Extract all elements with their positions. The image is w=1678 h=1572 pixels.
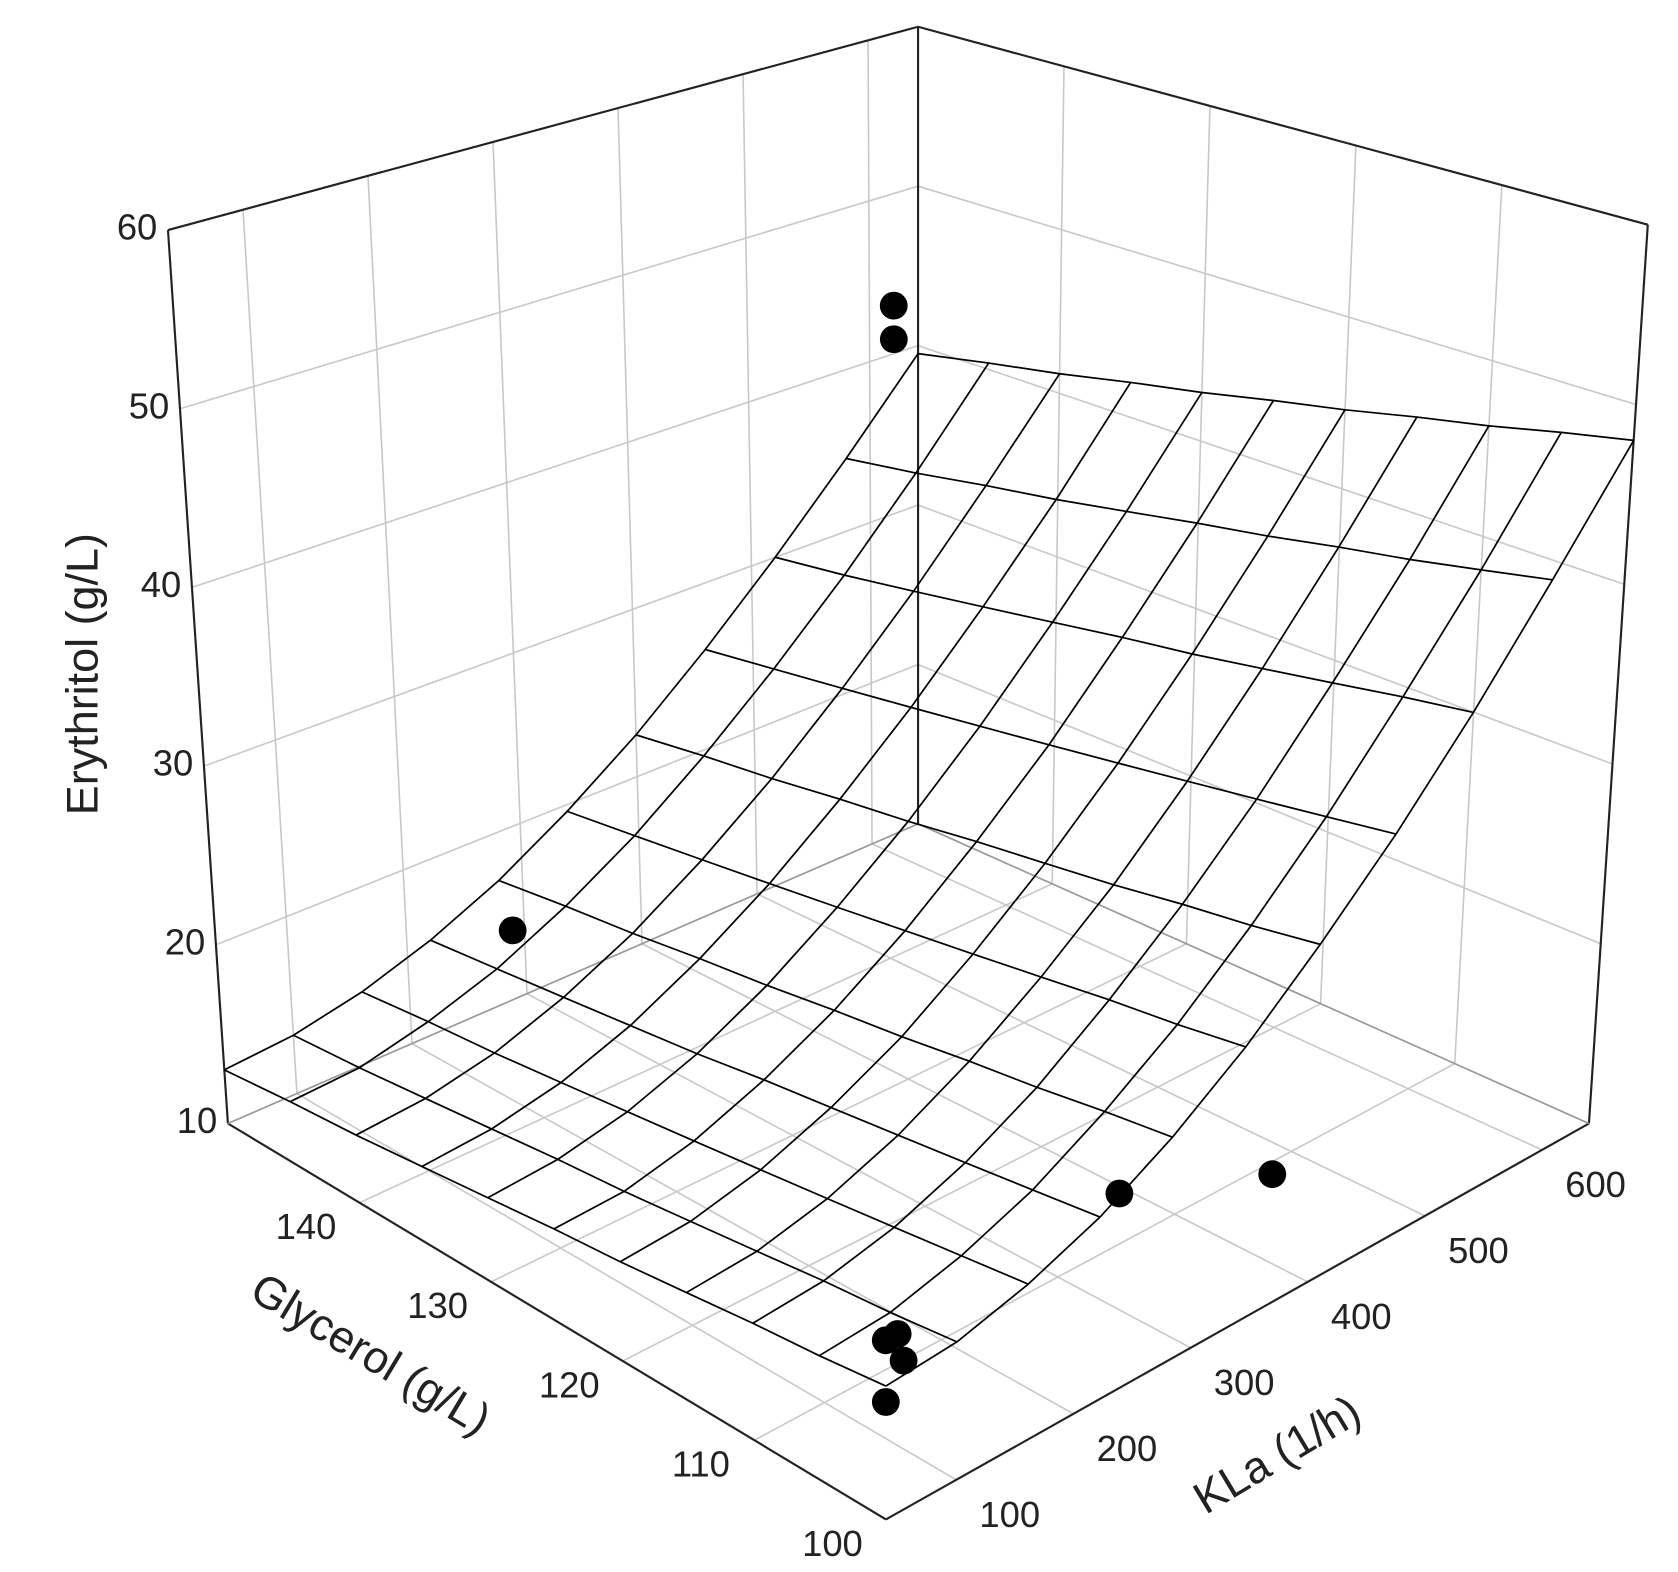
- surface-line: [566, 810, 1247, 1048]
- surface-line: [355, 373, 1061, 1136]
- data-point: [871, 1388, 900, 1416]
- grid-line: [1319, 145, 1357, 1004]
- x-tick-label: 110: [672, 1444, 730, 1485]
- plot-area: Erythritol (g/L) Glycerol (g/L) KLa (1/h…: [56, 25, 1649, 1564]
- y-tick-label: 200: [1097, 1428, 1158, 1469]
- grid-line: [871, 843, 1543, 1151]
- z-tick-label: 50: [129, 385, 169, 426]
- z-tick-label: 60: [117, 207, 157, 248]
- axis-line: [227, 1122, 887, 1521]
- grid-line: [917, 663, 1602, 945]
- grid-line: [742, 74, 758, 894]
- z-axis-title: Erythritol (g/L): [56, 533, 107, 815]
- y-axis-title: KLa (1/h): [1184, 1385, 1369, 1524]
- data-point: [879, 291, 908, 320]
- grid-line: [917, 344, 1625, 585]
- grid-line: [411, 1042, 1074, 1415]
- z-tick-label: 30: [153, 743, 193, 784]
- grid-line: [215, 663, 919, 946]
- y-tick-label: 100: [979, 1494, 1040, 1535]
- axis-line: [227, 823, 919, 1125]
- grid-line: [367, 175, 413, 1044]
- data-point: [883, 1320, 912, 1348]
- surface-line: [430, 939, 1101, 1218]
- surface-line: [917, 352, 1634, 442]
- grid-line: [191, 344, 919, 589]
- z-tick-label: 40: [141, 564, 181, 605]
- grid-line: [203, 504, 919, 767]
- grid-line: [179, 185, 919, 410]
- grid-line: [296, 1092, 957, 1481]
- grid-line: [641, 943, 1309, 1283]
- surface-line: [421, 381, 1132, 1168]
- axis-line: [917, 823, 1590, 1125]
- grid-line: [242, 209, 298, 1094]
- surface-line: [498, 879, 1173, 1138]
- grid-line: [492, 141, 528, 994]
- grid-line: [1051, 66, 1065, 884]
- axis-line: [1587, 224, 1649, 1124]
- grid-line: [490, 943, 1187, 1283]
- surface-line: [619, 409, 1346, 1263]
- axis-line: [166, 229, 229, 1124]
- y-tick-label: 500: [1448, 1230, 1509, 1271]
- grid-line: [622, 1002, 1321, 1362]
- data-point: [498, 916, 527, 945]
- data-point: [889, 1346, 918, 1375]
- z-tick-label: 20: [165, 921, 205, 962]
- grid-line: [1453, 185, 1503, 1064]
- surface-line: [293, 1034, 958, 1343]
- grid-line: [617, 108, 643, 944]
- surface-line: [289, 362, 990, 1103]
- data-point: [879, 325, 908, 354]
- surface-line: [361, 991, 1029, 1285]
- grid-line: [917, 185, 1637, 406]
- axis-line: [917, 25, 1649, 226]
- grid-line: [753, 1062, 1456, 1441]
- axis-line: [885, 1122, 1590, 1521]
- z-tick-label: 10: [177, 1100, 217, 1141]
- grid-line: [359, 883, 1053, 1204]
- surface-line: [223, 1069, 887, 1387]
- surface-line: [705, 648, 1397, 835]
- data-point: [1258, 1160, 1287, 1189]
- grid-line: [1185, 105, 1211, 944]
- grid-line: [917, 504, 1613, 765]
- x-tick-label: 130: [407, 1285, 468, 1326]
- surface-line: [775, 556, 1474, 714]
- grid-line: [756, 893, 1426, 1217]
- x-tick-label: 140: [276, 1206, 337, 1247]
- y-tick-label: 300: [1214, 1362, 1275, 1403]
- x-tick-label: 100: [802, 1523, 863, 1564]
- surface-line: [635, 734, 1321, 946]
- x-tick-label: 120: [539, 1364, 600, 1405]
- axis-line: [167, 25, 919, 232]
- surface-line: [845, 457, 1553, 581]
- y-tick-label: 600: [1565, 1164, 1626, 1205]
- data-point: [1105, 1179, 1134, 1208]
- y-tick-label: 400: [1331, 1296, 1392, 1337]
- grid-line: [867, 40, 873, 844]
